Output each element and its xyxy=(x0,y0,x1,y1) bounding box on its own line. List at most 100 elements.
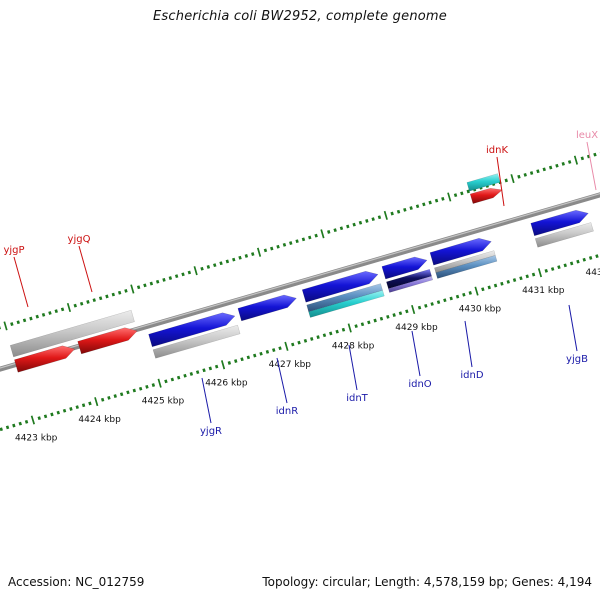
minor-tick xyxy=(270,246,274,251)
minor-tick xyxy=(542,167,546,172)
minor-tick xyxy=(403,207,407,212)
gene-label-idnK: idnK xyxy=(486,145,508,156)
minor-tick xyxy=(322,333,327,338)
inner-tick-row xyxy=(0,254,599,432)
minor-tick xyxy=(189,372,194,376)
minor-tick xyxy=(206,265,211,269)
kbp-scale-label: 4424 kbp xyxy=(78,415,121,425)
minor-tick xyxy=(396,209,401,214)
kbp-scale-label: 4426 kbp xyxy=(205,378,248,388)
minor-tick xyxy=(105,294,109,299)
kbp-scale-label: 4430 kbp xyxy=(459,305,502,315)
minor-tick xyxy=(107,396,111,400)
major-tick xyxy=(510,174,515,184)
minor-tick xyxy=(225,259,230,264)
gene-label-leuX: leuX xyxy=(576,130,598,141)
minor-tick xyxy=(409,206,413,210)
gene-label-yjgP: yjgP xyxy=(3,245,24,256)
kbp-scale-label: 4427 kbp xyxy=(269,360,312,370)
minor-tick xyxy=(136,285,141,290)
minor-tick xyxy=(563,263,567,268)
minor-tick xyxy=(335,329,339,334)
minor-tick xyxy=(12,423,16,428)
minor-tick xyxy=(37,416,41,421)
minor-tick xyxy=(289,241,293,245)
minor-tick xyxy=(35,314,39,319)
minor-tick xyxy=(358,220,363,225)
minor-tick xyxy=(424,303,428,308)
gene-label-leader-leuX xyxy=(586,141,597,191)
minor-tick xyxy=(371,217,375,221)
minor-tick xyxy=(79,301,84,306)
kbp-scale-label: 4428 kbp xyxy=(332,342,375,352)
minor-tick xyxy=(405,309,409,314)
minor-tick xyxy=(81,403,86,408)
minor-tick xyxy=(151,383,156,387)
minor-tick xyxy=(519,276,523,281)
major-tick xyxy=(94,397,99,407)
minor-tick xyxy=(202,368,206,373)
minor-tick xyxy=(466,189,470,194)
major-tick xyxy=(573,155,579,165)
minor-tick xyxy=(517,174,521,179)
minor-tick xyxy=(441,196,445,201)
minor-tick xyxy=(415,204,420,209)
minor-tick xyxy=(265,349,270,354)
major-tick xyxy=(474,286,479,296)
minor-tick xyxy=(214,364,219,369)
minor-tick xyxy=(145,384,149,389)
minor-tick xyxy=(333,228,337,233)
minor-tick xyxy=(143,283,147,288)
minor-tick xyxy=(360,322,365,327)
minor-tick xyxy=(377,215,382,220)
minor-tick xyxy=(314,233,318,238)
minor-tick xyxy=(111,292,115,297)
minor-tick xyxy=(557,265,561,270)
minor-tick xyxy=(124,289,128,293)
minor-tick xyxy=(316,335,320,340)
minor-tick xyxy=(500,281,504,286)
minor-tick xyxy=(272,348,276,352)
minor-tick xyxy=(449,296,453,301)
minor-tick xyxy=(176,375,181,380)
minor-tick xyxy=(200,266,204,271)
minor-tick xyxy=(187,270,192,275)
gene-label-leader-idnD xyxy=(464,320,473,368)
minor-tick xyxy=(22,318,27,323)
minor-tick xyxy=(259,351,263,356)
feature-idnT-glyph xyxy=(308,289,385,318)
gene-idnK-glyph xyxy=(466,173,501,192)
gene-label-leader-yjgB xyxy=(568,304,578,352)
outer-tick-row xyxy=(0,151,600,331)
major-tick xyxy=(320,229,325,239)
minor-tick xyxy=(487,285,491,290)
minor-tick xyxy=(56,410,60,415)
minor-tick xyxy=(132,388,136,393)
minor-tick xyxy=(373,318,377,323)
minor-tick xyxy=(126,390,130,395)
minor-tick xyxy=(29,316,33,321)
minor-tick xyxy=(455,294,460,299)
minor-tick xyxy=(43,414,48,419)
minor-tick xyxy=(195,370,200,375)
minor-tick xyxy=(422,202,426,207)
kbp-scale-label: 4425 kbp xyxy=(142,397,185,407)
minor-tick xyxy=(238,255,242,260)
minor-tick xyxy=(352,222,356,227)
minor-tick xyxy=(430,302,434,306)
minor-tick xyxy=(62,408,67,413)
minor-tick xyxy=(428,200,432,205)
minor-tick xyxy=(512,278,517,282)
cds-yjgQ-glyph xyxy=(77,327,138,355)
minor-tick xyxy=(244,254,249,258)
minor-tick xyxy=(493,283,498,288)
cds-idnK-glyph xyxy=(469,187,503,204)
gene-label-leader-idnO xyxy=(411,330,421,377)
cds-yjgR-glyph xyxy=(148,312,236,348)
genome-summary-text: Topology: circular; Length: 4,578,159 bp… xyxy=(262,575,592,589)
minor-tick xyxy=(246,355,251,360)
gene-label-yjgB: yjgB xyxy=(566,354,588,365)
cds-idnT-glyph xyxy=(301,271,379,303)
minor-tick xyxy=(525,274,529,279)
gene-label-yjgR: yjgR xyxy=(200,426,222,437)
